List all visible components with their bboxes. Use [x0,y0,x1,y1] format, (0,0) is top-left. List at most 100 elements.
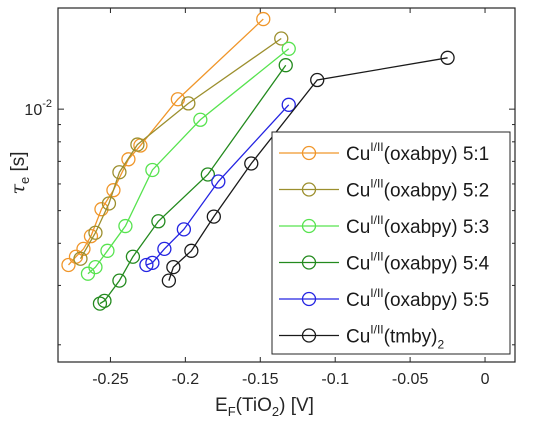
legend-marker [301,291,317,307]
x-tick-label: -0.2 [172,371,200,388]
series-line [99,64,287,305]
data-point [176,222,192,237]
series-line [168,57,448,281]
x-axis-label-paren-open: (TiO [236,395,272,416]
data-point [161,273,177,288]
legend-label-subscript: 2 [437,338,444,352]
legend-label-superscript: I/II [370,323,383,337]
data-point [83,229,99,244]
legend-entry: CuI/II(oxabpy) 5:1 [279,140,489,165]
legend-marker [301,182,317,197]
data-point [121,152,136,167]
data-point [281,97,296,112]
legend-marker [301,255,317,270]
legend-label: CuI/II(oxabpy) 5:5 [346,286,489,311]
data-point [94,202,109,217]
data-point [125,249,141,264]
legend-entry: CuI/II(tmby)2 [279,323,444,352]
series-3 [80,41,296,281]
data-point [130,137,145,152]
legend-label-rest: (oxabpy) 5:1 [384,144,490,165]
legend-label-base: Cu [346,144,370,165]
data-point [170,92,186,107]
legend-label-rest: (oxabpy) 5:5 [384,290,490,311]
data-point [256,11,271,27]
legend-label-rest: (oxabpy) 5:4 [384,254,490,275]
legend-entry: CuI/II(oxabpy) 5:5 [279,286,489,311]
data-point [211,174,226,189]
legend-label-rest: (oxabpy) 5:3 [384,217,490,238]
legend-label-superscript: I/II [370,213,383,227]
data-point [88,259,103,275]
data-point [278,58,293,73]
y-axis-label-sub: e [17,177,32,184]
legend-label: CuI/II(oxabpy) 5:4 [346,250,490,275]
series-1 [61,11,271,273]
data-point [157,241,172,257]
data-point [76,241,91,257]
series-layer [61,11,455,311]
legend-label-superscript: I/II [370,177,383,191]
data-point [440,50,455,65]
y-tick-label-exponent: -2 [42,98,52,110]
data-point [166,259,181,275]
legend-label: CuI/II(tmby)2 [346,323,444,352]
data-point [112,165,127,180]
y-axis-label: τe [s] [7,151,32,194]
legend-label-rest: (tmby) [384,327,438,348]
data-point [206,209,221,224]
legend-label-base: Cu [346,254,370,275]
data-point [310,72,325,88]
data-point [139,257,154,273]
series-line [79,37,282,260]
legend-label-base: Cu [346,290,370,311]
data-point [274,31,289,46]
legend-label-superscript: I/II [370,140,383,154]
data-point [97,293,112,309]
x-tick-label: 0 [481,371,490,388]
axis-labels: EF(TiO2) [V] τe [s] [7,151,314,419]
x-tick-label: -0.05 [392,371,429,388]
legend-label-rest: (oxabpy) 5:2 [384,181,490,202]
legend-label: CuI/II(oxabpy) 5:1 [346,140,489,165]
data-point [184,243,199,258]
axes: -0.25 -0.2 -0.15 -0.1 -0.05 0 10-2 [24,7,516,388]
legend-marker [301,145,317,161]
series-4 [92,58,293,311]
data-point [73,251,88,266]
series-5 [139,97,296,273]
x-axis-label: EF(TiO2) [V] [215,395,314,419]
legend-marker [301,328,317,343]
legend-label-superscript: I/II [370,250,383,264]
data-point [244,156,259,171]
legend-label-base: Cu [346,217,370,238]
legend-label-base: Cu [346,327,370,348]
data-point [145,255,160,271]
x-axis-label-main: E [215,395,228,416]
data-point [100,243,115,258]
x-tick-label: -0.1 [321,371,349,388]
data-point [181,96,196,111]
data-point [151,214,166,229]
data-point [118,218,133,234]
x-tick-label: -0.25 [92,371,129,388]
legend-label-base: Cu [346,181,370,202]
series-6 [161,50,455,288]
data-point [101,196,117,211]
x-axis-label-paren-close: ) [V] [279,395,314,416]
legend-entry: CuI/II(oxabpy) 5:2 [279,177,489,202]
legend-entry: CuI/II(oxabpy) 5:4 [279,250,490,275]
series-2 [73,31,289,266]
x-axis-label-paren-sub: 2 [272,404,279,419]
data-point [106,183,121,198]
y-axis-label-unit: [s] [8,151,29,176]
legend-marker [301,218,317,234]
y-tick-label-base: 10 [24,102,42,119]
data-point [112,273,127,288]
legend-label-superscript: I/II [370,286,383,300]
y-axis-label-main: τ [7,184,29,195]
legend-label: CuI/II(oxabpy) 5:2 [346,177,489,202]
series-line [146,104,290,266]
